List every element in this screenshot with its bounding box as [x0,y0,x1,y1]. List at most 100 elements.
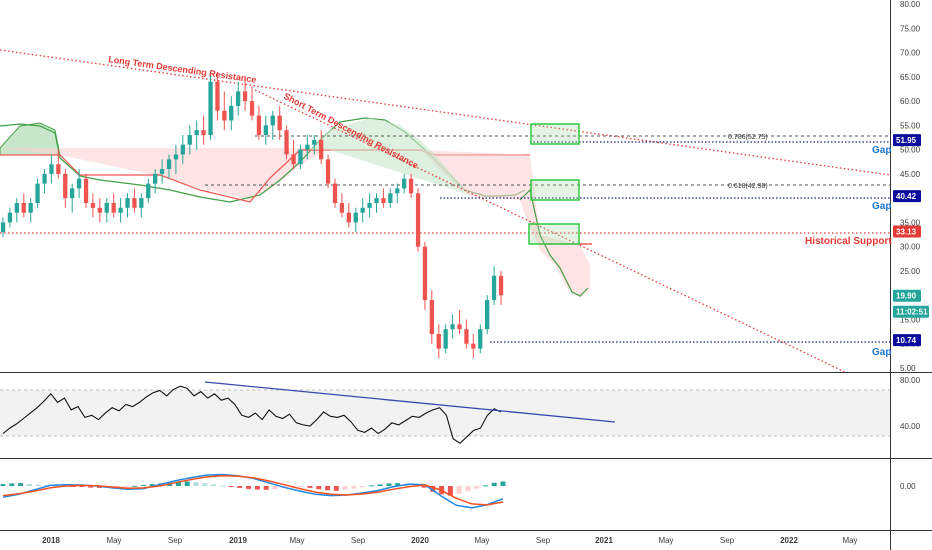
candle-body [146,183,151,199]
candle-body [35,183,40,203]
macd-bar [140,485,146,486]
target-box-1[interactable] [530,123,580,145]
macd-bar [35,484,41,486]
candle-body [208,81,213,136]
macd-bar [149,484,155,486]
candle-body [111,203,116,213]
time-tick: Sep [351,536,366,545]
candle-body [256,115,262,135]
candle-body [42,173,47,184]
candle-body [464,329,469,344]
macd-bar [368,485,374,487]
candle-body [21,203,26,213]
fib-786-label: 0.786(52.75) [728,134,768,141]
macd-bar [421,486,427,488]
time-tick: 2022 [780,536,798,545]
candle-body [367,203,372,208]
candle-body [291,154,296,165]
candlestick-series[interactable] [0,71,504,359]
price-badge-text: 10.74 [896,336,917,345]
ichimoku-cloud-green-2 [310,118,470,195]
candle-body [471,343,476,349]
price-badge [893,289,921,302]
macd-bar [79,486,85,487]
price-tick: 15.00 [900,316,921,325]
price-tick: 55.00 [900,121,921,130]
target-box-3[interactable] [528,223,580,245]
candle-body [498,275,504,296]
candle-body [284,130,289,155]
macd-bar [0,484,6,486]
candle-body [381,198,386,203]
macd-bar [211,484,216,486]
price-badge [893,190,921,203]
time-tick: May [106,536,121,545]
candle-body [104,203,109,213]
gap-label-2: Gap [872,201,891,212]
candle-body [14,203,19,213]
price-badge [893,305,929,318]
macd-bar [377,484,383,486]
candle-body [277,115,282,131]
macd-bar [202,483,208,486]
gap-label-3: Gap [872,347,891,358]
macd-bar [132,485,138,487]
price-tick: 45.00 [900,170,921,179]
price-tick: 65.00 [900,73,921,82]
price-tick: 35.00 [900,218,921,227]
macd-signal-line [2,475,504,506]
macd-bar [228,486,234,487]
macd-bar [219,485,225,487]
candle-body [450,324,455,330]
macd-bar [26,483,32,486]
candle-body [312,139,317,145]
macd-bar [272,486,278,490]
candle-body [76,178,82,189]
long-term-resistance-line [0,49,891,176]
candle-body [388,193,393,203]
candle-body [478,329,483,349]
price-badge [893,134,921,147]
price-badge-text: 19.90 [896,292,917,301]
candle-body [236,91,241,106]
candle-body [125,198,130,208]
candle-body [180,144,185,155]
target-box-2[interactable] [530,179,580,201]
candle-body [270,115,275,126]
time-axis[interactable]: 2018 May Sep 2019 May Sep 2020 May Sep 2021 May Sep… [42,536,857,545]
candle-body [166,159,172,169]
candle-body [443,329,448,349]
candle-body [173,154,179,160]
candle-body [360,207,365,213]
macd-bar [316,486,322,490]
macd-bar [386,483,392,486]
price-tick: 5.00 [900,364,916,373]
price-badge [893,225,921,238]
price-badge-text: 33.13 [896,228,917,237]
candle-body [70,188,75,199]
ichimoku-cloud-red [0,148,330,200]
macd-bar [53,485,59,487]
rsi-resistance-line [204,381,616,423]
time-tick: Sep [720,536,735,545]
macd-bar [395,483,401,486]
candle-body [63,173,68,199]
candle-body [56,164,61,174]
candle-body [491,275,497,301]
candle-body [159,169,165,174]
fib-618-label: 0.618(42.98) [728,183,768,190]
candle-body [402,178,407,189]
ichimoku-cloud-green [0,122,61,156]
macd-bar [246,486,252,489]
candle-body [298,149,303,165]
time-tick: May [842,536,857,545]
macd-bar [342,486,348,490]
gap-label-1: Gap [872,145,891,156]
price-tick: 70.00 [900,49,921,58]
macd-bar [237,486,243,488]
price-tick: 75.00 [900,24,921,33]
candle-body [429,300,434,335]
macd-bar [474,486,480,489]
candle-body [422,246,428,301]
